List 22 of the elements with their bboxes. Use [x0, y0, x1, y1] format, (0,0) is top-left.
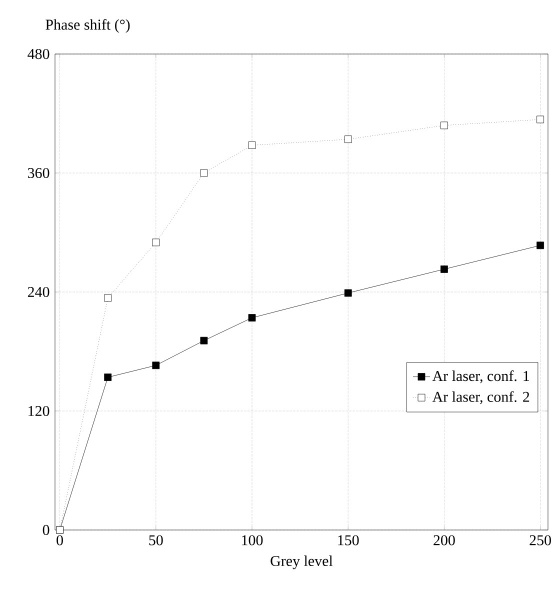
x-axis-title: Grey level — [270, 556, 333, 570]
point — [344, 289, 352, 297]
legend-label: Ar laser, conf. 1 — [432, 370, 530, 384]
x-tick-label: 50 — [149, 535, 163, 546]
x-tick-label: 250 — [530, 535, 551, 546]
y-tick-label: 0 — [42, 524, 50, 536]
x-tick-label: 200 — [434, 535, 455, 546]
legend-label: Ar laser, conf. 2 — [432, 391, 530, 404]
point — [104, 374, 112, 381]
y-axis-title: Phase shift (°) — [46, 19, 130, 33]
x-tick-label: 0 — [56, 535, 63, 546]
point — [536, 242, 544, 250]
point — [440, 265, 448, 273]
point — [248, 314, 256, 322]
y-tick-label: 360 — [28, 168, 50, 178]
point — [152, 362, 160, 370]
y-tick-label: 120 — [28, 406, 50, 416]
x-tick-label: 150 — [338, 535, 359, 546]
y-tick-label: 240 — [28, 286, 50, 298]
x-tick-label: 100 — [242, 535, 263, 546]
point — [200, 336, 208, 344]
y-tick-label: 480 — [28, 48, 50, 60]
